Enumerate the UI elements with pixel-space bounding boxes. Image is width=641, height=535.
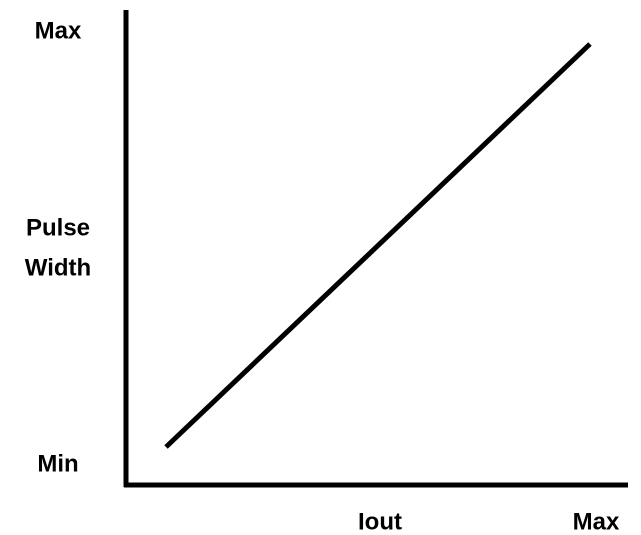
- y-min-label: Min: [37, 450, 78, 477]
- x-max-label: Max: [573, 508, 620, 535]
- relation-line: [164, 42, 592, 449]
- y-max-label: Max: [35, 17, 82, 44]
- y-title: Pulse: [26, 214, 90, 241]
- x-title: Iout: [358, 508, 402, 535]
- y-title: Width: [25, 254, 91, 281]
